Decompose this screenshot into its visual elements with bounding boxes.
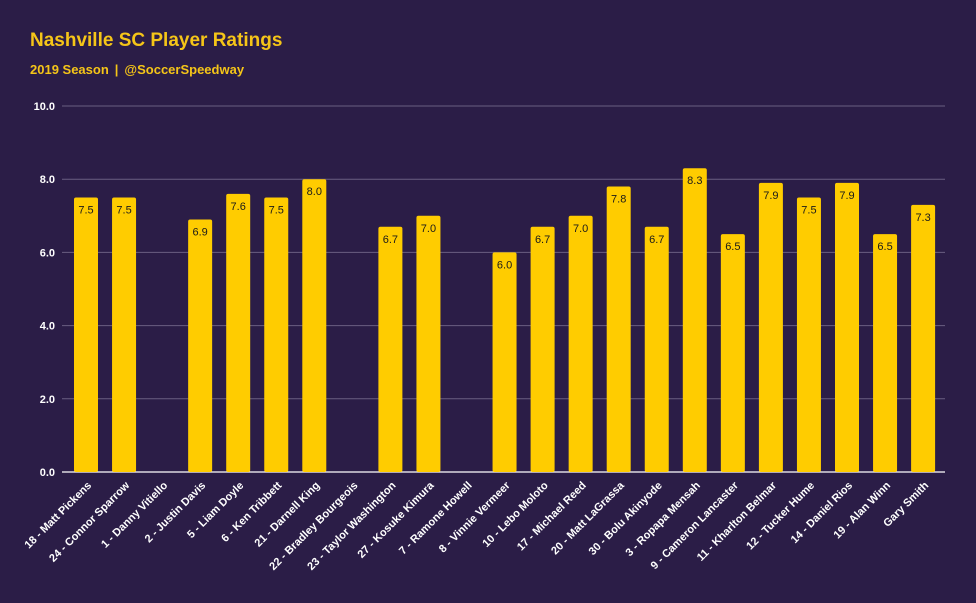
- data-label: 7.0: [421, 223, 436, 235]
- x-tick-label: 21 - Darnell King: [253, 480, 323, 550]
- y-tick-label: 10.0: [34, 101, 55, 113]
- y-tick-label: 8.0: [40, 174, 55, 186]
- bar: [188, 219, 213, 472]
- bar: [644, 226, 669, 472]
- bar: [682, 168, 707, 472]
- data-label: 6.7: [535, 234, 550, 246]
- data-label: 7.8: [611, 194, 626, 206]
- x-tick-label: 17 - Michael Reed: [515, 480, 589, 554]
- data-label: 6.0: [497, 259, 512, 271]
- data-label: 6.7: [649, 234, 664, 246]
- bars-group: [74, 168, 936, 473]
- bar: [492, 252, 517, 472]
- data-label: 7.5: [116, 205, 131, 217]
- subtitle-season: 2019 Season: [30, 62, 109, 77]
- bar: [74, 197, 98, 472]
- data-label: 7.9: [763, 190, 778, 202]
- data-label: 7.0: [573, 223, 588, 235]
- bar: [720, 234, 745, 472]
- bar: [112, 197, 137, 472]
- subtitle-separator: |: [114, 62, 119, 77]
- data-label: 7.3: [915, 212, 930, 224]
- y-tick-label: 6.0: [40, 247, 55, 259]
- bar: [758, 182, 783, 473]
- x-tick-label: 1 - Danny Vitiello: [99, 479, 170, 550]
- data-label: 7.6: [231, 201, 246, 213]
- chart-title: Nashville SC Player Ratings: [30, 30, 283, 51]
- y-tick-label: 4.0: [40, 321, 55, 333]
- y-axis-tick-labels: 0.0 2.0 4.0 6.0 8.0 10.0: [34, 101, 55, 479]
- data-label: 6.5: [725, 241, 740, 253]
- y-tick-label: 0.0: [40, 467, 55, 479]
- data-label: 7.5: [269, 205, 284, 217]
- data-label: 7.5: [78, 205, 93, 217]
- bar: [911, 204, 936, 472]
- data-label: 7.5: [801, 205, 816, 217]
- x-tick-label: 3 - Ropapa Mensah: [624, 479, 704, 559]
- bar: [264, 197, 289, 472]
- bar: [378, 226, 403, 472]
- x-tick-label: 10 - Lebo Moloto: [480, 479, 550, 549]
- x-tick-label: 30 - Bolu Akinyode: [587, 480, 665, 558]
- bar: [835, 182, 859, 473]
- bar: [796, 197, 821, 472]
- x-tick-label: 7 - Ramone Howell: [397, 480, 475, 558]
- data-label: 8.3: [687, 175, 702, 187]
- x-tick-label: 8 - Vinnie Vermeer: [437, 479, 513, 555]
- bar: [873, 234, 898, 472]
- data-label: 6.9: [193, 226, 208, 238]
- bar: [302, 179, 327, 472]
- bar: [530, 226, 555, 472]
- data-labels-group: 7.5 7.5 6.9 7.6 7.5 8.0 6.7 7.0 6.0 6.7 7.0 7.8 6.7 8…: [78, 175, 930, 271]
- bar: [606, 186, 631, 472]
- data-label: 6.5: [877, 241, 892, 253]
- subtitle-handle: @SoccerSpeedway: [124, 62, 245, 77]
- data-label: 6.7: [383, 234, 398, 246]
- chart-subtitle: 2019 Season | @SoccerSpeedway: [30, 62, 244, 77]
- x-tick-label: 20 - Matt LaGrassa: [549, 479, 627, 557]
- x-tick-label: 12 - Tucker Hume: [744, 480, 817, 553]
- bar: [568, 215, 593, 473]
- bar: [226, 193, 251, 472]
- x-tick-label: 18 - Matt Pickens: [23, 480, 95, 552]
- data-label: 7.9: [839, 190, 854, 202]
- y-tick-label: 2.0: [40, 394, 55, 406]
- bar: [416, 215, 441, 473]
- data-label: 8.0: [307, 186, 322, 198]
